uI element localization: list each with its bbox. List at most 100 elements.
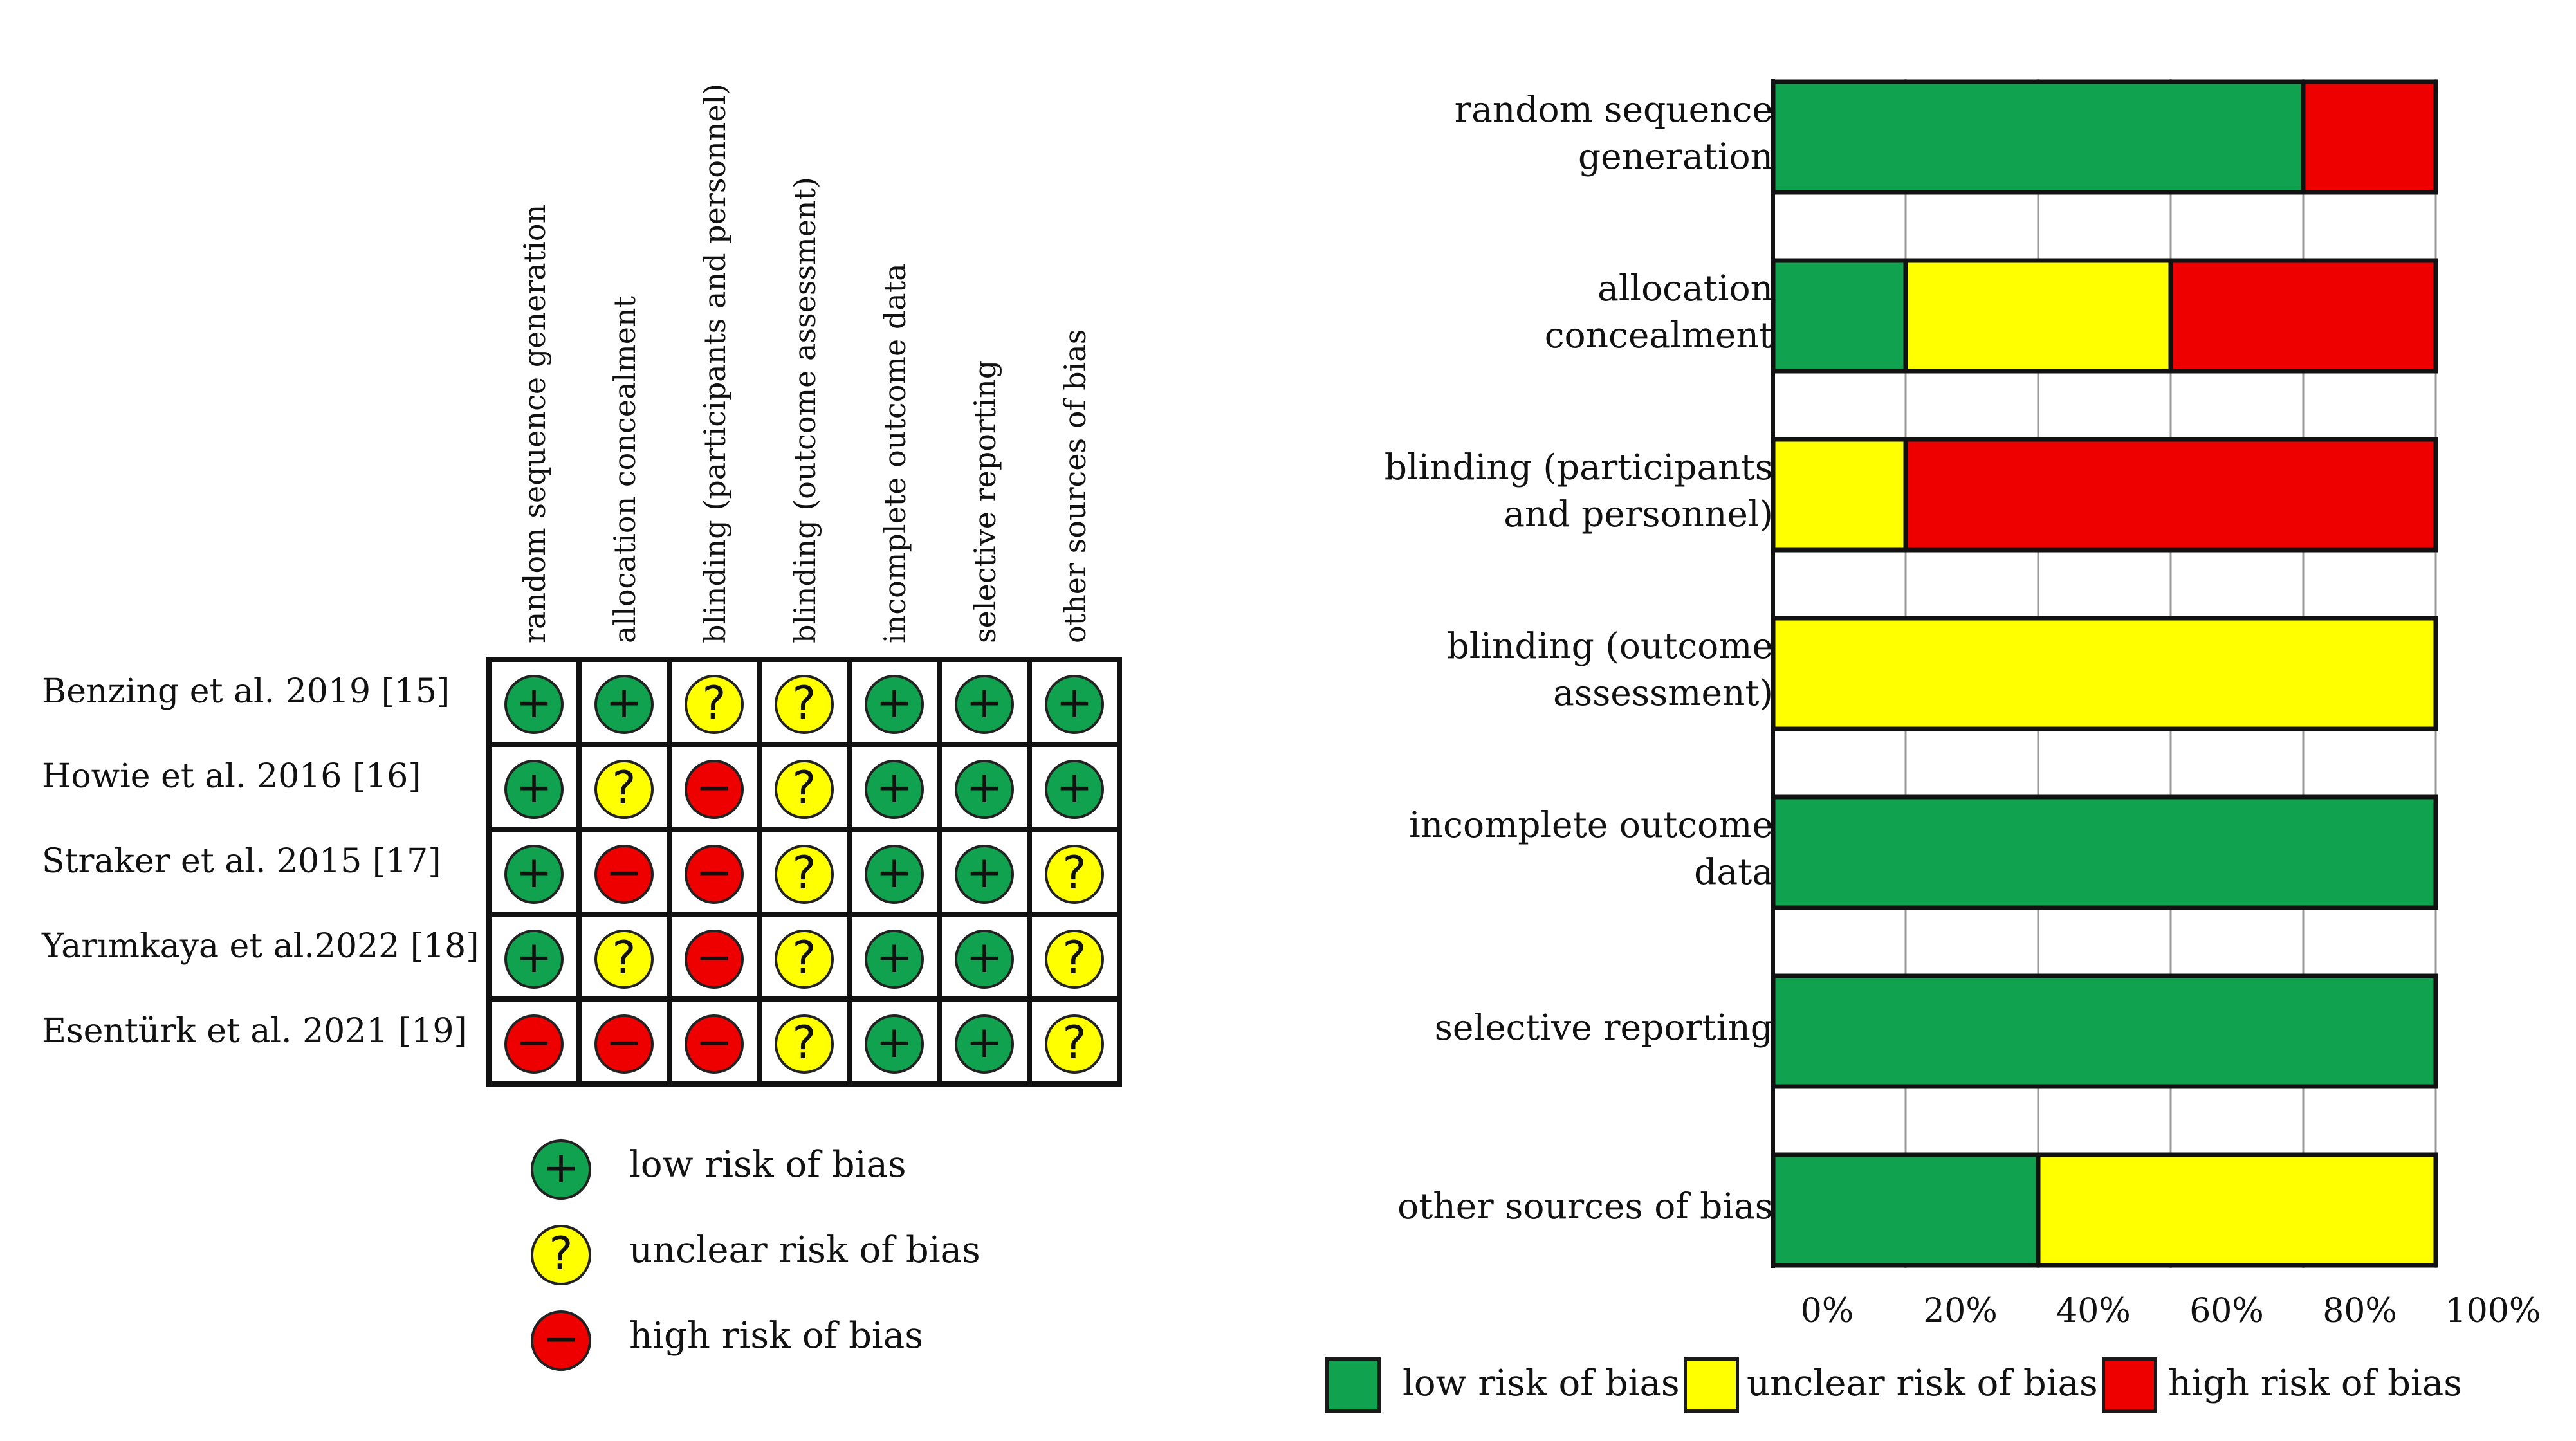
rating-low-icon-symbol: + — [1056, 677, 1093, 728]
rating-unclear-icon-circle — [775, 760, 834, 819]
rating-low-icon-circle — [865, 930, 924, 989]
rating-high-icon-symbol: − — [696, 932, 733, 983]
rating-unclear-icon: ? — [775, 1014, 834, 1074]
legend-label: unclear risk of bias — [629, 1229, 980, 1271]
rating-low-icon-circle — [955, 1014, 1014, 1074]
study-label: Esentürk et al. 2021 [19] — [42, 1012, 467, 1051]
rating-low-icon: + — [504, 845, 564, 904]
legend-unclear-icon: ? — [531, 1225, 591, 1285]
x-tick-label: 20% — [1923, 1292, 1998, 1330]
legend-label: low risk of bias — [629, 1144, 906, 1186]
category-label-line: incomplete outcome — [1409, 804, 1773, 845]
rating-low-icon: + — [955, 675, 1014, 734]
rating-high-icon-circle — [685, 930, 744, 989]
rating-low-icon: + — [594, 675, 654, 734]
rating-low-icon-symbol: + — [876, 847, 913, 898]
category-label: selective reporting — [1258, 1004, 1773, 1051]
category-label-line: assessment) — [1553, 672, 1773, 713]
bar-segment-high — [1906, 439, 2436, 550]
rating-low-icon-symbol: + — [876, 932, 913, 983]
rating-unclear-icon-circle — [594, 760, 654, 819]
rating-unclear-icon: ? — [775, 675, 834, 734]
category-label-line: concealment — [1544, 315, 1773, 356]
rating-low-icon-circle — [955, 845, 1014, 904]
legend-low-icon: + — [531, 1139, 591, 1200]
rating-low-icon-symbol: + — [876, 1017, 913, 1068]
rating-unclear-icon-symbol: ? — [1062, 1016, 1086, 1069]
category-label-line: generation — [1578, 136, 1773, 177]
rating-unclear-icon: ? — [594, 930, 654, 989]
rating-low-icon: + — [955, 1014, 1014, 1074]
bar-segment-outline — [2168, 258, 2438, 374]
rating-low-icon: + — [865, 845, 924, 904]
rating-low-icon: + — [865, 675, 924, 734]
legend-high-icon-circle — [531, 1310, 591, 1371]
rating-low-icon-circle — [865, 845, 924, 904]
rating-unclear-icon: ? — [1045, 1014, 1104, 1074]
study-label: Yarımkaya et al.2022 [18] — [42, 927, 479, 966]
rating-low-icon: + — [955, 760, 1014, 819]
bar-segment-unclear — [2038, 1155, 2436, 1265]
legend-low-icon-symbol: + — [543, 1143, 580, 1193]
rating-low-icon-circle — [955, 930, 1014, 989]
rating-unclear-icon-circle — [1045, 845, 1104, 904]
rating-low-icon-circle — [1045, 675, 1104, 734]
rating-low-icon-circle — [504, 675, 564, 734]
rating-low-icon-circle — [865, 1014, 924, 1074]
study-label: Howie et al. 2016 [16] — [42, 757, 421, 796]
rating-unclear-icon-symbol: ? — [702, 677, 726, 730]
legend-swatch-unclear — [1684, 1357, 1739, 1413]
rating-unclear-icon-circle — [775, 845, 834, 904]
rating-low-icon-symbol: + — [966, 847, 1003, 898]
category-label: other sources of bias — [1258, 1183, 1773, 1230]
rating-low-icon-symbol: + — [966, 677, 1003, 728]
rating-unclear-icon: ? — [1045, 845, 1104, 904]
category-label-line: allocation — [1597, 268, 1773, 309]
rating-low-icon: + — [865, 930, 924, 989]
rating-low-icon-circle — [955, 760, 1014, 819]
x-tick-label: 80% — [2323, 1292, 2397, 1330]
legend-swatch-high — [2102, 1357, 2157, 1413]
category-label: incomplete outcome data — [1258, 802, 1773, 895]
rating-high-icon: − — [685, 845, 744, 904]
rating-low-icon-circle — [865, 675, 924, 734]
rating-low-icon: + — [865, 1014, 924, 1074]
legend-high-icon: − — [531, 1310, 591, 1371]
study-label: Benzing et al. 2019 [15] — [42, 672, 450, 711]
bar-segment-outline — [2301, 79, 2438, 195]
bar-segment-low — [1773, 1155, 2038, 1265]
legend-unclear-icon-symbol: ? — [549, 1227, 573, 1280]
study-label: Straker et al. 2015 [17] — [42, 842, 441, 881]
rating-unclear-icon-symbol: ? — [612, 762, 636, 814]
rating-high-icon-symbol: − — [516, 1017, 553, 1068]
rating-low-icon-symbol: + — [966, 762, 1003, 813]
rating-low-icon-symbol: + — [966, 1017, 1003, 1068]
legend-swatch-low — [1325, 1357, 1381, 1413]
rating-unclear-icon-circle — [685, 675, 744, 734]
rating-low-icon: + — [865, 760, 924, 819]
rating-unclear-icon: ? — [775, 930, 834, 989]
rating-low-icon: + — [504, 675, 564, 734]
category-label-line: blinding (outcome — [1446, 625, 1773, 666]
bar-segment-unclear — [1773, 439, 1906, 550]
rating-low-icon-symbol: + — [516, 847, 553, 898]
category-label: blinding (participants and personnel) — [1258, 444, 1773, 538]
rating-high-icon: − — [685, 760, 744, 819]
bar-segment-unclear — [1906, 261, 2171, 371]
rating-high-icon-circle — [685, 760, 744, 819]
summary-legend-icons: +? − — [531, 1139, 591, 1371]
rating-unclear-icon: ? — [775, 760, 834, 819]
rating-high-icon-symbol: − — [606, 847, 643, 898]
rating-low-icon-circle — [504, 760, 564, 819]
legend-unclear-icon-circle — [531, 1225, 591, 1285]
rating-unclear-icon-circle — [1045, 1014, 1104, 1074]
rating-low-icon-circle — [865, 760, 924, 819]
category-label-line: and personnel) — [1504, 493, 1773, 535]
bar-segment-outline — [1771, 616, 2438, 731]
bar-segment-low — [1773, 976, 2436, 1087]
legend-low-icon-circle — [531, 1139, 591, 1200]
bar-segment-outline — [1771, 973, 2438, 1089]
rating-low-icon-symbol: + — [876, 762, 913, 813]
rating-low-icon-symbol: + — [876, 677, 913, 728]
rating-high-icon: − — [594, 845, 654, 904]
